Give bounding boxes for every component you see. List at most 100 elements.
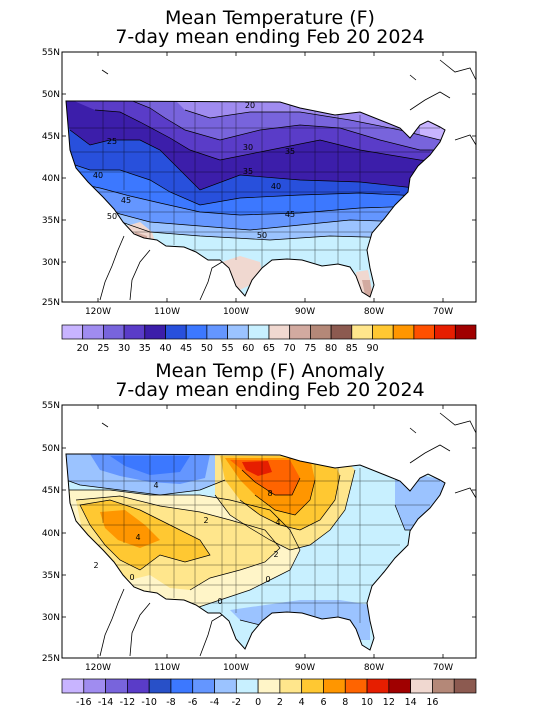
map1-colorbar-label: 90 — [366, 343, 378, 354]
map2-lat-tick-label: 35N — [42, 571, 60, 581]
map1-colorbar-label: 20 — [77, 343, 89, 354]
map1-colorbar-label: 50 — [201, 343, 213, 354]
map2-colorbar-swatch — [344, 678, 368, 694]
map1-colorbar-swatch — [103, 324, 125, 340]
map1-contour-label: 40 — [271, 182, 281, 191]
map1-lon-tick-label: 70W — [433, 307, 453, 317]
map2-colorbar-swatch — [279, 678, 303, 694]
map1-colorbar-label: 35 — [139, 343, 151, 354]
map1-colorbar-swatch — [330, 324, 353, 340]
map1-colorbar-swatch — [82, 324, 104, 340]
map1-lat-tick-label: 35N — [42, 216, 60, 226]
map2-coastlines — [99, 412, 477, 657]
map2-colorbar-label: 14 — [405, 697, 417, 708]
map1-lat-tick-label: 55N — [42, 48, 60, 58]
map2-contour-label: 8 — [267, 489, 272, 498]
map1-colorbar-label: 65 — [263, 343, 275, 354]
map2-colorbar-swatch — [323, 678, 346, 694]
map2-lat-tick-label: 25N — [42, 654, 60, 664]
map2-subtitle: 7-day mean ending Feb 20 2024 — [115, 379, 425, 401]
map2-colorbar-label: -12 — [120, 697, 136, 708]
map2-colorbar-swatch — [192, 678, 215, 694]
map2-lon-tick-label: 110W — [154, 663, 180, 673]
map1-contours — [66, 101, 445, 243]
map2-colorbar-label: -10 — [141, 697, 157, 708]
map2-colorbar-label: -6 — [188, 697, 197, 708]
map2-colorbar: -16 -14 -12 -10 -8 -6 -4 -2 0 2 4 6 8 10 12 14 16 — [61, 678, 477, 708]
map1-lon-tick-label: 100W — [223, 307, 249, 317]
map2-colorbar-swatch — [388, 678, 411, 694]
map1-colorbar-label: 70 — [284, 343, 296, 354]
map2-contour-label: 0 — [217, 597, 222, 606]
map1-contour-label: 20 — [245, 101, 255, 110]
map1-colorbar-swatch — [434, 324, 456, 340]
map1-subtitle: 7-day mean ending Feb 20 2024 — [115, 26, 425, 48]
map1-lat-tick-label: 45N — [42, 132, 60, 142]
map1-title: Mean Temperature (F) — [165, 7, 375, 29]
map2-lat-tick-label: 50N — [42, 444, 60, 454]
map2-axes: 55N 50N 45N 40N 35N 30N 25N 120W 110W 100W 90W 80W 7… — [42, 401, 476, 673]
map1-colorbar-swatch — [165, 324, 187, 340]
map1-contour-label: 40 — [93, 171, 103, 180]
map2-colorbar-swatch — [127, 678, 150, 694]
map2-lat-tick-label: 30N — [42, 613, 60, 623]
map1-lat-tick-label: 30N — [42, 258, 60, 268]
map1-contour-label: 30 — [243, 143, 253, 152]
map2-colorbar-swatch — [214, 678, 237, 694]
map2-colorbar-swatch — [235, 678, 259, 694]
map1-contour-label: 35 — [243, 167, 253, 176]
map1-colorbar-swatch — [268, 324, 291, 340]
map2-colorbar-label: 10 — [361, 697, 373, 708]
map2-colorbar-swatch — [148, 678, 172, 694]
map1-contour-label: 25 — [107, 137, 117, 146]
map2-colorbar-label: 12 — [383, 697, 395, 708]
map2-contour-labels: 4 4 2 2 0 8 4 2 0 0 — [93, 481, 280, 606]
map2-colorbar-label: -14 — [98, 697, 114, 708]
map1-contour-labels: 20 25 30 35 35 40 40 45 45 50 50 — [93, 101, 295, 240]
map1-lat-tick-label: 25N — [42, 298, 60, 308]
map2-contour-label: 4 — [275, 518, 280, 527]
map1-colorbar-swatch — [61, 324, 84, 340]
map2-colorbar-label: -8 — [166, 697, 175, 708]
map1-colorbar-swatch — [310, 324, 332, 340]
map1-contour-label: 50 — [107, 212, 117, 221]
map1-lon-tick-label: 110W — [154, 307, 180, 317]
map2-contour-label: 4 — [153, 481, 158, 490]
map2-colorbar-label: 4 — [299, 697, 305, 708]
map1-colorbar-swatch — [206, 324, 228, 340]
map1-colorbar-label: 80 — [325, 343, 337, 354]
map1-panel: 20 25 30 35 35 40 40 45 45 50 50 — [61, 51, 477, 303]
map2-colorbar-swatch — [105, 678, 128, 694]
map1-colorbar-swatch — [413, 324, 435, 340]
map2-colorbar-swatch — [366, 678, 390, 694]
map1-colorbar-swatch — [227, 324, 249, 340]
map2-lon-tick-label: 100W — [223, 663, 249, 673]
map2-colorbar-label: 8 — [342, 697, 348, 708]
map2-contour-label: 4 — [135, 533, 140, 542]
map2-colorbar-label: -16 — [76, 697, 92, 708]
map1-state-borders — [66, 101, 440, 270]
map1-colorbar-label: 60 — [242, 343, 254, 354]
map1-colorbar-swatch — [454, 324, 477, 340]
map2-colorbar-label: 16 — [426, 697, 438, 708]
map1-colorbar-swatch — [185, 324, 208, 340]
map1-axes: 55N 50N 45N 40N 35N 30N 25N 120W 110W 100W 90W 80W 7… — [42, 48, 476, 317]
map2-lat-tick-label: 55N — [42, 401, 60, 411]
map2-colorbar-swatch — [301, 678, 324, 694]
map1-colorbar-swatch — [372, 324, 394, 340]
map1-contour-label: 35 — [285, 147, 295, 156]
map2-lat-tick-label: 45N — [42, 486, 60, 496]
map1-contour-label: 45 — [121, 196, 131, 205]
map2-lon-tick-label: 70W — [433, 663, 453, 673]
map2-colorbar-label: 6 — [320, 697, 326, 708]
map2-colorbar-swatch — [453, 678, 477, 694]
map2-contour-label: 2 — [93, 561, 98, 570]
map1-contour-label: 50 — [257, 231, 267, 240]
map2-colorbar-label: 0 — [255, 697, 261, 708]
map1-colorbar-label: 75 — [304, 343, 316, 354]
map1-colorbar-label: 55 — [222, 343, 234, 354]
map1-colorbar-swatch — [247, 324, 270, 340]
map2-state-borders — [66, 454, 440, 623]
map1-colorbar-swatch — [289, 324, 311, 340]
map2-colorbar-label: -4 — [210, 697, 219, 708]
